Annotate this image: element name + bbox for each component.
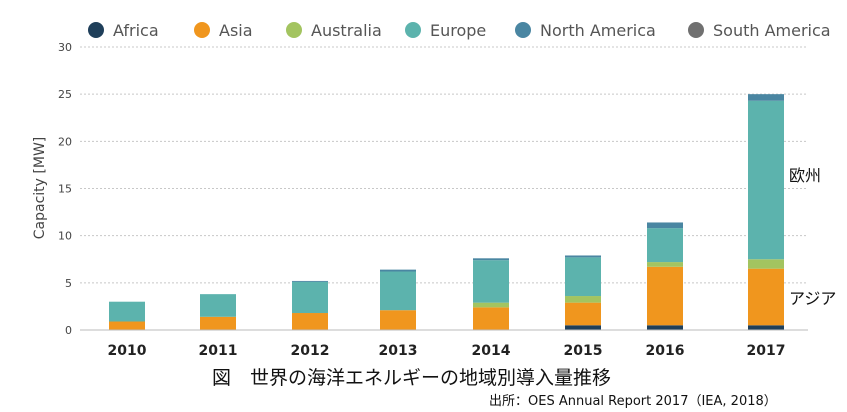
x-tick-label: 2010	[108, 343, 147, 359]
y-axis-label: Capacity [MW]	[32, 137, 48, 239]
bar-segment-europe	[380, 271, 416, 311]
x-tick-label: 2011	[199, 343, 238, 359]
legend-label: Asia	[219, 21, 253, 40]
bars	[109, 94, 784, 330]
bar-segment-asia	[200, 316, 236, 330]
y-tick-label: 15	[58, 183, 72, 196]
bar-segment-asia	[473, 307, 509, 330]
bar-segment-europe	[109, 301, 145, 322]
x-axis-ticks: 2010 2011 2012 2013 2014 2015 2016 2017	[108, 343, 786, 359]
x-tick-label: 2015	[564, 343, 603, 359]
bar-segment-europe	[473, 260, 509, 303]
bar-segment-north-america	[380, 269, 416, 272]
x-tick-label: 2013	[379, 343, 418, 359]
bar-segment-asia	[647, 266, 683, 326]
bar-segment-australia	[647, 262, 683, 267]
x-tick-label: 2017	[747, 343, 786, 359]
legend-label: South America	[713, 21, 831, 40]
legend-label: Africa	[113, 21, 159, 40]
y-tick-label: 0	[65, 324, 72, 337]
annotation-asia: アジア	[789, 289, 836, 308]
legend-label: North America	[540, 21, 656, 40]
bar-segment-africa	[565, 325, 601, 330]
y-axis-ticks: 0 5 10 15 20 25 30	[58, 41, 72, 337]
y-tick-label: 10	[58, 230, 72, 243]
bar-segment-australia	[473, 302, 509, 308]
y-tick-label: 30	[58, 41, 72, 54]
annotation-europe: 欧州	[789, 166, 821, 185]
bar-segment-africa	[748, 325, 784, 330]
bar-segment-europe	[748, 100, 784, 260]
bar-segment-north-america	[647, 222, 683, 229]
legend-marker	[88, 22, 104, 38]
x-tick-label: 2012	[291, 343, 330, 359]
bar-segment-asia	[565, 302, 601, 326]
legend-marker	[688, 22, 704, 38]
bar-segment-africa	[647, 325, 683, 330]
legend-label: Europe	[430, 21, 486, 40]
legend: Africa Asia Australia Europe North America So…	[88, 21, 831, 40]
y-tick-label: 5	[65, 277, 72, 290]
legend-label: Australia	[311, 21, 382, 40]
bar-segment-north-america	[748, 94, 784, 101]
legend-marker	[194, 22, 210, 38]
bar-segment-north-america	[292, 280, 328, 282]
source-note: 出所：OES Annual Report 2017（IEA, 2018）	[489, 394, 777, 409]
y-tick-label: 25	[58, 88, 72, 101]
bar-segment-north-america	[473, 258, 509, 261]
bar-segment-australia	[565, 296, 601, 303]
legend-marker	[405, 22, 421, 38]
gridlines	[80, 46, 808, 284]
bar-segment-europe	[200, 294, 236, 317]
bar-segment-asia	[748, 268, 784, 326]
x-tick-label: 2016	[646, 343, 685, 359]
legend-marker	[286, 22, 302, 38]
x-tick-label: 2014	[472, 343, 511, 359]
bar-segment-australia	[748, 259, 784, 269]
bar-segment-europe	[292, 281, 328, 314]
bar-segment-north-america	[565, 255, 601, 258]
bar-segment-asia	[292, 313, 328, 330]
bar-segment-europe	[565, 257, 601, 297]
bar-segment-asia	[109, 321, 145, 330]
bar-segment-europe	[647, 228, 683, 263]
figure-caption: 図 世界の海洋エネルギーの地域別導入量推移	[212, 367, 611, 389]
y-tick-label: 20	[58, 135, 72, 148]
bar-segment-asia	[380, 310, 416, 330]
legend-marker	[515, 22, 531, 38]
